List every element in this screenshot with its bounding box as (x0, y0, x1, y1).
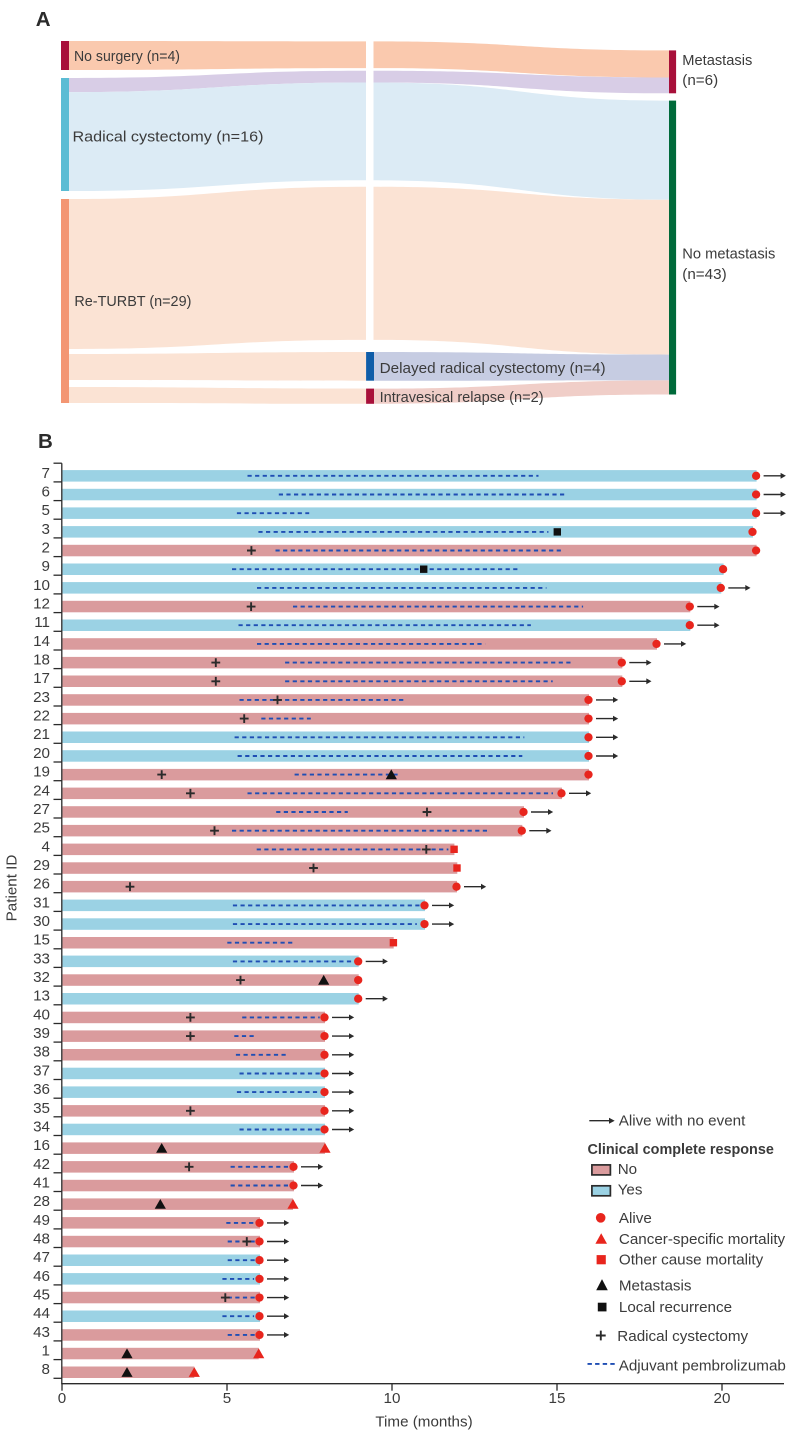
svg-text:34: 34 (33, 1118, 50, 1135)
svg-text:44: 44 (33, 1305, 50, 1322)
svg-text:43: 43 (33, 1324, 50, 1341)
svg-text:Time (months): Time (months) (375, 1414, 472, 1431)
svg-text:48: 48 (33, 1231, 50, 1248)
svg-text:No metastasis: No metastasis (682, 246, 775, 263)
svg-text:46: 46 (33, 1268, 50, 1285)
svg-text:16: 16 (33, 1137, 50, 1154)
svg-text:Local recurrence: Local recurrence (619, 1299, 732, 1316)
svg-text:12: 12 (33, 596, 50, 613)
svg-text:37: 37 (33, 1062, 50, 1079)
svg-text:4: 4 (42, 838, 50, 855)
svg-text:Metastasis: Metastasis (682, 52, 752, 69)
svg-text:15: 15 (33, 932, 50, 949)
svg-text:9: 9 (42, 558, 50, 575)
svg-text:A: A (36, 8, 51, 31)
svg-text:11: 11 (34, 614, 50, 631)
svg-text:8: 8 (42, 1361, 50, 1378)
svg-text:24: 24 (33, 782, 50, 799)
svg-text:2: 2 (42, 540, 50, 557)
svg-text:17: 17 (33, 670, 50, 687)
svg-text:29: 29 (33, 857, 50, 874)
svg-text:B: B (38, 430, 53, 453)
svg-text:7: 7 (42, 465, 50, 482)
svg-text:22: 22 (33, 708, 50, 725)
svg-text:21: 21 (33, 726, 50, 743)
svg-text:Adjuvant pembrolizumab: Adjuvant pembrolizumab (619, 1357, 786, 1374)
svg-text:Patient ID: Patient ID (4, 855, 21, 922)
svg-text:(n=6): (n=6) (682, 72, 718, 89)
svg-text:5: 5 (42, 502, 50, 519)
svg-text:25: 25 (33, 820, 50, 837)
svg-text:6: 6 (42, 484, 50, 501)
svg-text:0: 0 (58, 1390, 66, 1407)
svg-text:Yes: Yes (618, 1181, 643, 1198)
svg-text:45: 45 (33, 1287, 50, 1304)
svg-text:41: 41 (33, 1174, 50, 1191)
svg-text:Radical cystectomy: Radical cystectomy (617, 1328, 748, 1345)
svg-text:42: 42 (33, 1156, 50, 1173)
svg-text:1: 1 (42, 1343, 50, 1360)
svg-text:Re-TURBT (n=29): Re-TURBT (n=29) (74, 293, 191, 310)
svg-text:36: 36 (33, 1081, 50, 1098)
svg-text:27: 27 (33, 801, 50, 818)
svg-text:5: 5 (223, 1390, 231, 1407)
svg-text:Radical cystectomy (n=16): Radical cystectomy (n=16) (73, 129, 264, 146)
svg-text:Delayed radical cystectomy (n=: Delayed radical cystectomy (n=4) (380, 360, 606, 377)
svg-text:10: 10 (384, 1390, 401, 1407)
svg-text:3: 3 (42, 521, 50, 538)
svg-text:No: No (618, 1161, 637, 1178)
svg-text:32: 32 (33, 969, 50, 986)
svg-text:10: 10 (33, 577, 50, 594)
svg-text:31: 31 (33, 894, 50, 911)
svg-text:Metastasis: Metastasis (619, 1277, 692, 1294)
svg-text:14: 14 (33, 633, 50, 650)
svg-text:35: 35 (33, 1100, 50, 1117)
svg-text:15: 15 (549, 1390, 566, 1407)
svg-text:13: 13 (33, 988, 50, 1005)
svg-text:30: 30 (33, 913, 50, 930)
svg-text:Alive: Alive (619, 1210, 652, 1227)
svg-text:19: 19 (33, 764, 50, 781)
svg-text:Other cause mortality: Other cause mortality (619, 1252, 764, 1269)
svg-text:Clinical complete response: Clinical complete response (588, 1142, 774, 1158)
svg-text:39: 39 (33, 1025, 50, 1042)
svg-text:20: 20 (714, 1390, 731, 1407)
svg-text:20: 20 (33, 745, 50, 762)
svg-text:Cancer-specific mortality: Cancer-specific mortality (619, 1231, 786, 1248)
svg-text:33: 33 (33, 950, 50, 967)
svg-text:No surgery (n=4): No surgery (n=4) (74, 48, 180, 65)
svg-text:38: 38 (33, 1044, 50, 1061)
svg-text:26: 26 (33, 876, 50, 893)
svg-text:49: 49 (33, 1212, 50, 1229)
svg-text:40: 40 (33, 1006, 50, 1023)
svg-text:Intravesical relapse (n=2): Intravesical relapse (n=2) (380, 389, 544, 406)
svg-text:23: 23 (33, 689, 50, 706)
svg-text:47: 47 (33, 1249, 50, 1266)
svg-text:Alive with no event: Alive with no event (619, 1112, 746, 1129)
svg-text:28: 28 (33, 1193, 50, 1210)
svg-text:18: 18 (33, 652, 50, 669)
svg-text:(n=43): (n=43) (682, 266, 726, 283)
